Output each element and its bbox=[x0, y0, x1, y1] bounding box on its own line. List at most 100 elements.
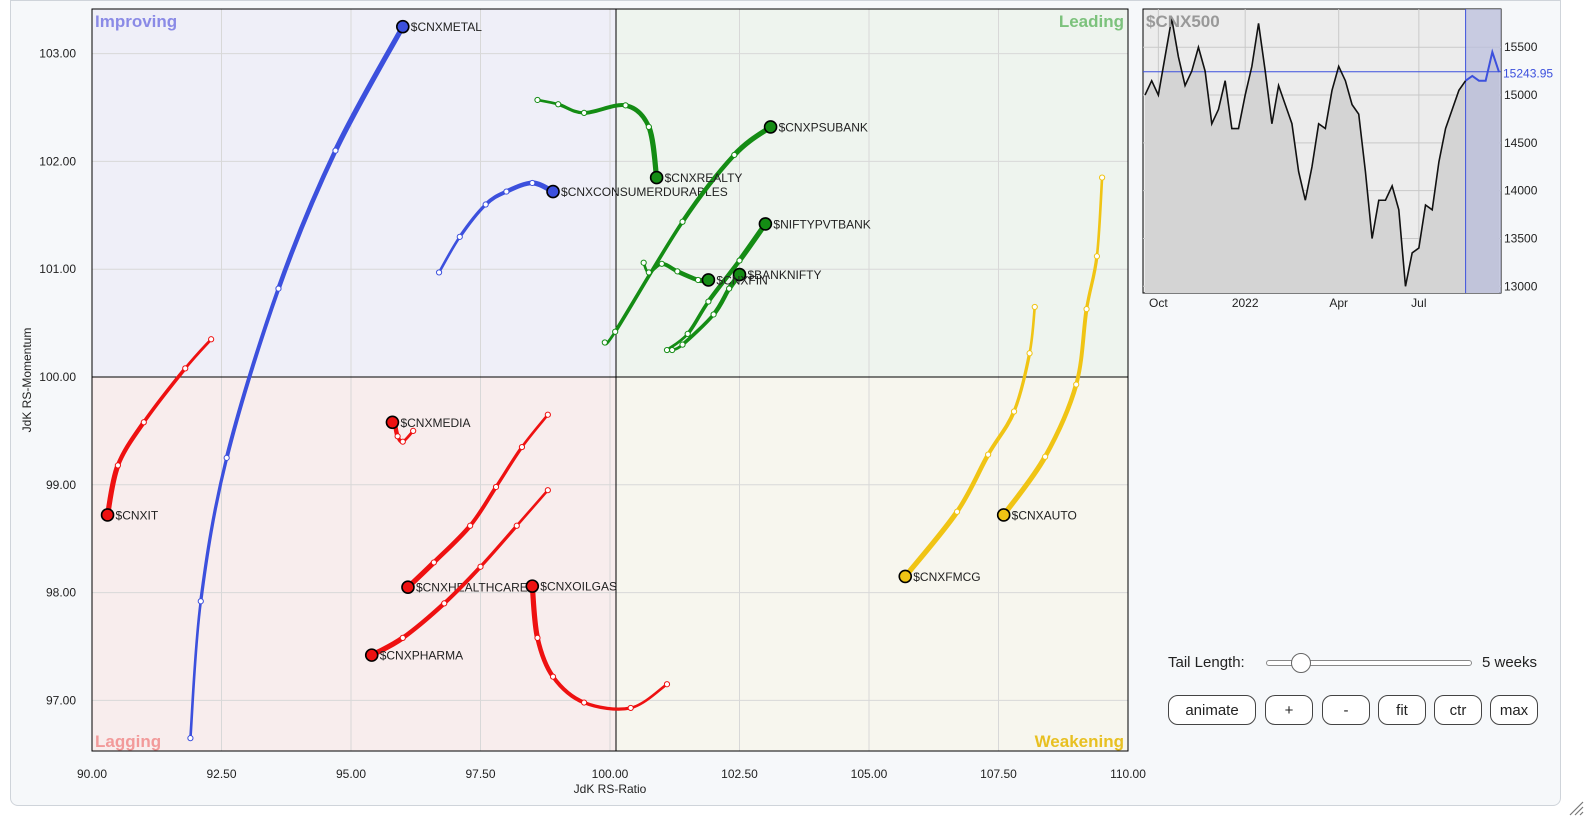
max-button[interactable]: max bbox=[1490, 695, 1538, 725]
series-cnxpharma[interactable]: $CNXPHARMA bbox=[364, 487, 551, 663]
tail-point bbox=[953, 508, 961, 515]
tail-point bbox=[441, 600, 448, 607]
tail-segment bbox=[478, 524, 519, 569]
x-tick-label: 102.50 bbox=[721, 767, 758, 781]
mini-x-tick-label: 2022 bbox=[1232, 296, 1259, 310]
series-cnxmedia[interactable]: $CNXMEDIA bbox=[385, 415, 470, 445]
series-cnxfmcg[interactable]: $CNXFMCG bbox=[898, 303, 1038, 584]
tail-point bbox=[492, 483, 500, 491]
series-label: $CNXPSUBANK bbox=[779, 120, 868, 134]
series-cnxmetal[interactable]: $CNXMETAL bbox=[187, 19, 482, 742]
tail-point bbox=[275, 285, 282, 292]
tail-point bbox=[182, 365, 189, 372]
head-point[interactable] bbox=[395, 19, 410, 34]
tail-point bbox=[549, 673, 557, 680]
tail-point bbox=[601, 339, 608, 346]
resize-grip-icon[interactable] bbox=[1568, 800, 1584, 816]
head-point[interactable] bbox=[546, 184, 560, 199]
tail-point bbox=[544, 487, 551, 494]
x-tick-label: 90.00 bbox=[77, 767, 107, 781]
mini-y-tick-label: 15500 bbox=[1504, 40, 1538, 54]
tail-point bbox=[622, 102, 629, 109]
tail-point bbox=[555, 101, 562, 108]
tail-segment bbox=[535, 635, 556, 679]
head-point[interactable] bbox=[701, 273, 716, 287]
head-point[interactable] bbox=[100, 508, 115, 522]
head-point[interactable] bbox=[364, 648, 379, 662]
series-cnxauto[interactable]: $CNXAUTO bbox=[996, 174, 1106, 523]
tail-segment bbox=[442, 564, 483, 606]
tail-point bbox=[1010, 408, 1018, 415]
head-point[interactable] bbox=[763, 120, 778, 134]
tail-point bbox=[679, 341, 686, 348]
zoom-in-button[interactable]: + bbox=[1265, 695, 1313, 725]
tail-point bbox=[534, 634, 541, 641]
tail-point bbox=[430, 559, 437, 566]
tail-point bbox=[674, 268, 681, 275]
zoom-out-button[interactable]: - bbox=[1322, 695, 1370, 725]
head-point[interactable] bbox=[732, 267, 747, 282]
mini-x-tick-label: Apr bbox=[1329, 296, 1348, 310]
x-tick-label: 95.00 bbox=[336, 767, 366, 781]
tail-point bbox=[645, 123, 652, 131]
y-axis-ticks: 97.00 98.00 99.00 100.00 101.00 102.00 103.00 bbox=[39, 47, 76, 708]
tail-point bbox=[736, 257, 743, 264]
tail-segment bbox=[400, 601, 447, 641]
series-cnxrealty[interactable]: $CNXREALTY bbox=[534, 96, 743, 185]
tail-point bbox=[513, 522, 520, 529]
head-point[interactable] bbox=[385, 415, 400, 430]
tail-point bbox=[399, 634, 406, 641]
series-banknifty[interactable]: $BANKNIFTY bbox=[669, 267, 822, 354]
tail-length-slider-thumb[interactable] bbox=[1291, 653, 1312, 673]
tails-layer: $CNXMETAL $CNXCONSUMERDURABLES $CNXPSUBANK… bbox=[100, 19, 1106, 742]
tail-segment bbox=[1095, 176, 1104, 258]
tail-point bbox=[223, 454, 230, 461]
quadrant-label-weakening: Weakening bbox=[1035, 732, 1124, 751]
head-point[interactable] bbox=[401, 580, 415, 595]
x-tick-label: 100.00 bbox=[592, 767, 629, 781]
tail-point bbox=[640, 259, 647, 266]
tail-point bbox=[140, 419, 147, 426]
tail-point bbox=[684, 330, 691, 337]
head-point[interactable] bbox=[996, 508, 1011, 522]
series-cnxhealthcare[interactable]: $CNXHEALTHCARE bbox=[401, 411, 551, 595]
fit-button[interactable]: fit bbox=[1378, 695, 1426, 725]
mini-chart: $CNX500 13000 13500 14000 14500 15000 15500 O… bbox=[1142, 8, 1553, 310]
tail-point bbox=[410, 427, 417, 434]
head-point[interactable] bbox=[649, 170, 664, 185]
tail-segment bbox=[199, 456, 229, 603]
tail-segment bbox=[986, 409, 1016, 457]
rrg-plot-border bbox=[91, 8, 1129, 752]
tail-length-slider[interactable] bbox=[1266, 653, 1472, 673]
tail-point bbox=[477, 563, 484, 570]
series-cnxpsubank[interactable]: $CNXPSUBANK bbox=[601, 120, 868, 346]
series-label: $CNXREALTY bbox=[665, 171, 743, 185]
mini-y-tick-label: 14000 bbox=[1504, 184, 1538, 198]
y-tick-label: 97.00 bbox=[46, 693, 76, 707]
series-niftypvtbank[interactable]: $NIFTYPVTBANK bbox=[663, 217, 871, 354]
tail-point bbox=[1026, 350, 1033, 357]
series-cnxconsumerdurables[interactable]: $CNXCONSUMERDURABLES bbox=[435, 179, 728, 276]
mini-chart-highlight bbox=[1465, 9, 1501, 293]
tail-point bbox=[114, 462, 122, 469]
tail-segment bbox=[680, 152, 737, 224]
tail-segment bbox=[224, 286, 281, 460]
animate-button[interactable]: animate bbox=[1168, 695, 1256, 725]
mini-x-tick-label: Oct bbox=[1149, 296, 1168, 310]
tail-segment bbox=[1012, 351, 1032, 414]
series-label: $CNXCONSUMERDURABLES bbox=[561, 185, 728, 199]
head-point[interactable] bbox=[898, 569, 913, 584]
head-point[interactable] bbox=[525, 579, 540, 593]
tail-point bbox=[399, 438, 406, 445]
series-cnxit[interactable]: $CNXIT bbox=[100, 336, 215, 523]
tail-segment bbox=[1084, 254, 1099, 311]
series-cnxoilgas[interactable]: $CNXOILGAS bbox=[525, 579, 671, 712]
tail-point bbox=[482, 201, 489, 208]
tail-point bbox=[985, 451, 992, 458]
tail-point bbox=[726, 285, 733, 292]
head-point[interactable] bbox=[758, 217, 773, 231]
center-button[interactable]: ctr bbox=[1434, 695, 1482, 725]
tail-point bbox=[332, 147, 339, 154]
series-cnxfin[interactable]: $CNXFIN bbox=[640, 259, 768, 287]
quadrant-label-lagging: Lagging bbox=[95, 732, 161, 751]
